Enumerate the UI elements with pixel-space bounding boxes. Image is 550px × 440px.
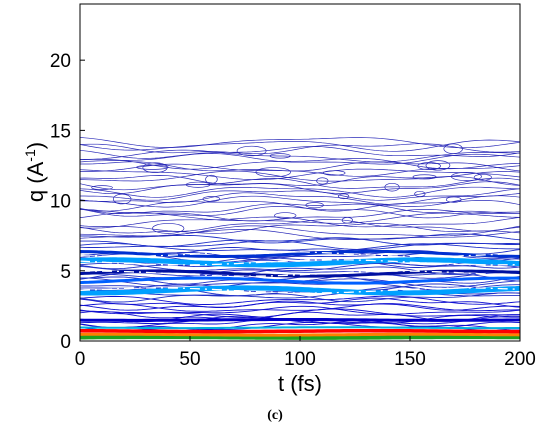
- contour-island: [305, 202, 324, 209]
- y-tick-label: 20: [50, 51, 71, 72]
- contour-band: [80, 326, 520, 330]
- y-tick-label: 5: [60, 262, 71, 283]
- contour-line: [80, 168, 520, 180]
- contour-island: [112, 193, 132, 205]
- contour-island: [451, 172, 482, 181]
- x-tick-label: 0: [75, 349, 86, 370]
- contour-line: [80, 206, 520, 219]
- contour-line: [80, 203, 520, 214]
- contour-band: [80, 249, 520, 258]
- contour-island: [316, 177, 329, 185]
- contour-line: [80, 170, 520, 182]
- contour-island: [338, 193, 350, 200]
- contour-island: [274, 212, 297, 219]
- contour-line: [80, 233, 520, 244]
- contour-line: [80, 216, 520, 229]
- contour-line: [80, 292, 520, 303]
- contour-line: [80, 153, 520, 165]
- contour-line: [80, 269, 520, 279]
- contour-line: [80, 137, 520, 149]
- contour-line: [80, 188, 520, 201]
- contour-island: [443, 143, 463, 154]
- contour-island: [269, 153, 291, 159]
- x-tick-label: 50: [179, 349, 200, 370]
- contour-band: [80, 318, 520, 322]
- contour-line: [80, 303, 520, 312]
- contour-island: [205, 174, 218, 184]
- y-tick-label: 0: [60, 332, 71, 353]
- contour-line: [80, 139, 520, 152]
- contour-line: [80, 177, 520, 191]
- contour-line: [80, 315, 520, 325]
- contour-highlight: [80, 287, 520, 294]
- contour-highlight: [80, 259, 520, 266]
- contour-island: [425, 160, 451, 171]
- y-tick-label: 15: [50, 121, 71, 142]
- contour-line: [80, 320, 520, 331]
- contour-lines: [80, 137, 520, 333]
- contour-line: [80, 195, 520, 208]
- contour-line: [80, 225, 520, 237]
- contour-line: [80, 192, 520, 205]
- contour-line: [80, 305, 520, 315]
- contour-highlight: [80, 250, 520, 258]
- contour-island: [341, 217, 353, 224]
- contour-line: [80, 223, 520, 234]
- contour-band: [80, 332, 520, 337]
- contour-island: [414, 190, 426, 197]
- y-axis-label-close: ): [23, 142, 48, 149]
- contour-band: [80, 257, 520, 268]
- contour-line: [80, 295, 520, 305]
- y-axis-label: q (A-1): [22, 142, 48, 202]
- contour-line: [80, 181, 520, 195]
- contour-island: [91, 185, 113, 190]
- contour-island: [152, 223, 185, 234]
- y-axis-label-exponent: -1: [22, 149, 38, 162]
- y-axis-label-main: q (A: [23, 161, 48, 202]
- contour-line: [80, 149, 520, 163]
- contour-band: [80, 276, 520, 285]
- contour-island: [445, 196, 462, 203]
- contour-line: [80, 237, 520, 248]
- contour-line: [80, 146, 520, 159]
- contour-band: [80, 269, 520, 278]
- contour-line: [80, 289, 520, 299]
- contour-band: [80, 285, 520, 296]
- x-tick-label: 150: [394, 349, 426, 370]
- contour-line: [80, 186, 520, 198]
- contour-island: [255, 167, 292, 178]
- x-axis-ticks: 0 50 100 150 200: [75, 336, 536, 370]
- contour-line: [80, 200, 520, 212]
- y-tick-label: 10: [50, 192, 71, 213]
- contour-line: [80, 143, 520, 155]
- y-axis-ticks: 0 5 10 15 20: [50, 51, 85, 353]
- contour-island: [185, 181, 211, 188]
- contour-band: [80, 328, 520, 334]
- contour-line: [80, 300, 520, 311]
- contour-highlight: [80, 270, 520, 277]
- x-tick-label: 100: [284, 349, 316, 370]
- contour-island: [323, 170, 346, 176]
- contour-island: [202, 196, 221, 202]
- contour-island: [136, 164, 169, 170]
- contour-island: [384, 182, 400, 192]
- contour-island: [236, 145, 267, 157]
- contour-island: [412, 174, 437, 180]
- contour-line: [80, 208, 520, 222]
- contour-island: [142, 162, 168, 173]
- x-tick-label: 200: [504, 349, 536, 370]
- contour-island: [473, 173, 492, 181]
- figure-caption: (c): [267, 408, 283, 423]
- x-axis-label: t (fs): [278, 371, 322, 396]
